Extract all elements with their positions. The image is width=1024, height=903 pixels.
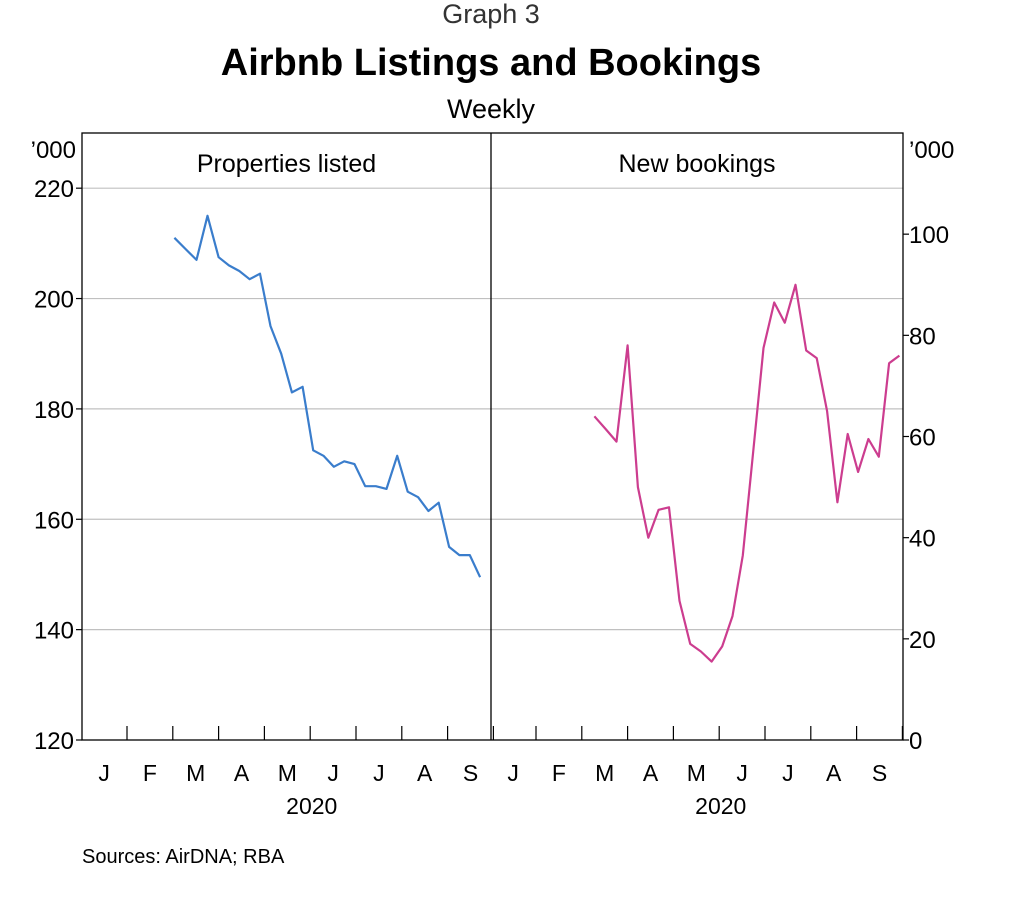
chart-title: Airbnb Listings and Bookings (220, 42, 762, 84)
graph-label: Graph 3 (442, 0, 540, 29)
panel-title: Properties listed (197, 150, 376, 178)
x-tick-label: S (872, 760, 887, 786)
y-tick-label: 180 (34, 397, 74, 424)
plot-frame (81, 132, 904, 741)
x-tick-label: M (595, 760, 614, 786)
x-tick-label: F (143, 760, 157, 786)
series-layer (173, 214, 901, 663)
series-line-new-bookings (593, 283, 901, 663)
y-tick-label: 80 (909, 323, 936, 350)
x-tick-label: M (186, 760, 205, 786)
source-note: Sources: AirDNA; RBA (82, 846, 285, 868)
x-tick-label: A (234, 760, 250, 786)
y-tick-label: 40 (909, 526, 936, 553)
y-tick-label: 120 (34, 728, 74, 755)
x-year-label: 2020 (286, 793, 337, 819)
x-tick-label: J (373, 760, 385, 786)
y-unit-label: ’000 (31, 137, 76, 164)
x-tick-label: A (826, 760, 842, 786)
x-tick-label: S (463, 760, 478, 786)
chart-subtitle: Weekly (446, 94, 536, 124)
y-tick-label: 220 (34, 176, 74, 203)
x-tick-label: M (278, 760, 297, 786)
x-tick-label: J (736, 760, 748, 786)
y-tick-label: 100 (909, 222, 949, 249)
x-tick-label: J (782, 760, 794, 786)
y-tick-label: 160 (34, 507, 74, 534)
gridlines (82, 187, 903, 631)
y-tick-label: 200 (34, 287, 74, 314)
y-tick-label: 20 (909, 627, 936, 654)
chart-frame (76, 132, 909, 741)
x-tick-label: F (552, 760, 566, 786)
axis-labels: Properties listed J F M A M J J A S 2020 120 140 160 1… (31, 137, 955, 819)
x-tick-label: J (98, 760, 110, 786)
y-tick-label: 60 (909, 425, 936, 452)
x-tick-label: A (643, 760, 659, 786)
x-tick-label: M (687, 760, 706, 786)
series-line-properties-listed (173, 214, 482, 578)
y-unit-label: ’000 (909, 137, 954, 164)
y-tick-label: 140 (34, 618, 74, 645)
x-year-label: 2020 (695, 793, 746, 819)
x-tick-label: J (327, 760, 339, 786)
x-tick-label: J (507, 760, 519, 786)
x-tick-label: A (417, 760, 433, 786)
y-tick-label: 0 (909, 728, 922, 755)
panel-title: New bookings (618, 150, 775, 178)
